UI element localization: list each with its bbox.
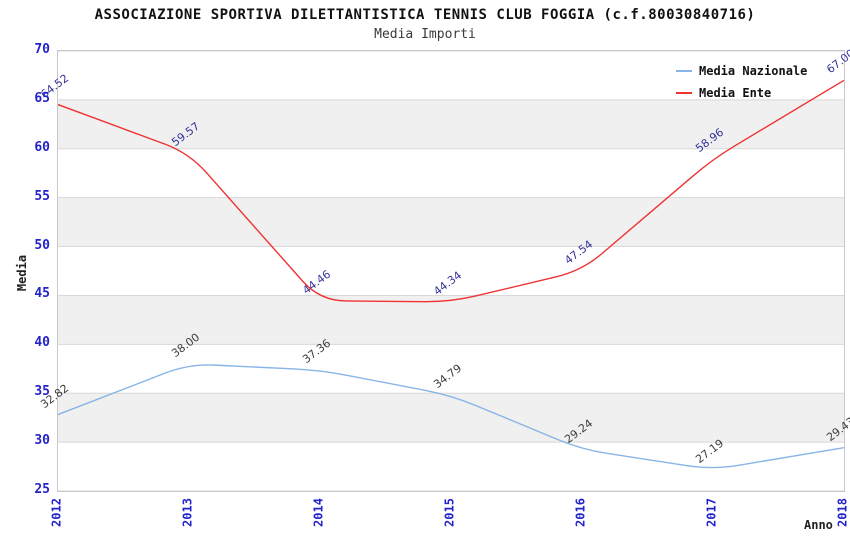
point-label: 58.96	[693, 125, 727, 155]
point-label: 38.00	[169, 330, 203, 360]
point-label: 29.43	[824, 414, 850, 444]
legend-label-media-ente: Media Ente	[699, 86, 772, 100]
series-line-media-nazionale	[58, 364, 844, 469]
grid-band	[58, 197, 844, 247]
point-label: 59.57	[169, 119, 203, 149]
point-label: 27.19	[693, 436, 727, 466]
grid-band	[58, 99, 844, 149]
chart-subtitle: Media Importi	[374, 27, 476, 42]
chart-title: ASSOCIAZIONE SPORTIVA DILETTANTISTICA TE…	[94, 7, 756, 23]
x-tick-label: 2014	[311, 498, 326, 527]
legend-item-media-nazionale: Media Nazionale	[676, 60, 807, 82]
x-tick-label: 2012	[49, 498, 64, 527]
legend-label-media-nazionale: Media Nazionale	[699, 64, 808, 78]
x-axis-title: Anno	[804, 518, 833, 532]
series-line-media-ente	[58, 79, 844, 303]
legend: Media Nazionale Media Ente	[676, 60, 807, 104]
plot-area: 32.82 38.00 37.36 34.79 29.24 27.19 29.43 64.52…	[38, 47, 850, 492]
point-label: 67.00	[824, 46, 850, 77]
point-label: 44.46	[300, 267, 334, 297]
y-tick-label: 50	[34, 237, 50, 253]
x-tick-label: 2013	[180, 498, 195, 527]
y-tick-label: 30	[34, 433, 50, 449]
x-tick-label: 2018	[835, 498, 850, 527]
legend-item-media-ente: Media Ente	[676, 82, 807, 104]
y-tick-label: 65	[34, 90, 50, 106]
x-tick-label: 2016	[573, 498, 588, 527]
legend-line-swatch-nazionale-icon	[676, 70, 692, 72]
point-label: 37.36	[300, 336, 334, 367]
y-tick-label: 60	[34, 139, 50, 155]
grid-band	[58, 393, 844, 443]
y-tick-label: 40	[34, 335, 50, 351]
y-tick-label: 35	[34, 384, 50, 400]
y-tick-label: 45	[34, 286, 50, 302]
y-tick-label: 25	[34, 482, 50, 497]
y-tick-label: 55	[34, 188, 50, 204]
point-label-layer: 32.82 38.00 37.36 34.79 29.24 27.19 29.43 64.52…	[38, 47, 850, 491]
plot-svg	[58, 51, 844, 491]
legend-line-swatch-ente-icon	[676, 92, 692, 94]
point-label: 34.79	[431, 361, 465, 392]
grid-band	[58, 295, 844, 345]
x-tick-label: 2015	[442, 498, 457, 527]
point-label: 44.34	[431, 268, 465, 298]
x-tick-label: 2017	[704, 498, 719, 527]
y-tick-label: 70	[34, 42, 50, 57]
point-label: 29.24	[562, 416, 596, 446]
point-label: 47.54	[562, 237, 596, 267]
